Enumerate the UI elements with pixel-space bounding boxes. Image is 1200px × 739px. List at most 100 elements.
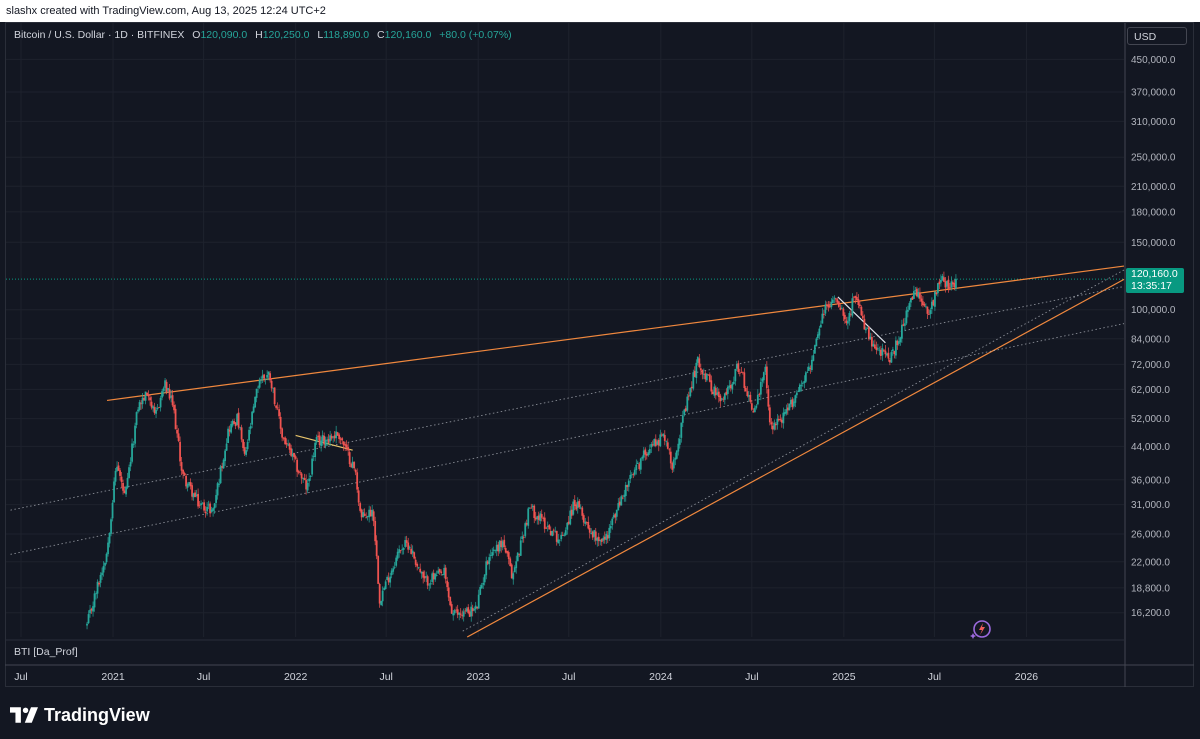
candle-body: [714, 387, 717, 396]
indicator-label[interactable]: BTI [Da_Prof]: [14, 646, 78, 658]
candle-body: [728, 385, 731, 388]
candle-body: [777, 418, 780, 421]
candle-body: [111, 502, 114, 519]
candle-body: [809, 368, 812, 369]
candle-body: [753, 407, 756, 413]
x-tick-label: 2021: [101, 671, 125, 683]
candle-body: [746, 391, 749, 397]
candle-body: [245, 450, 248, 455]
candle-body: [557, 539, 560, 544]
candle-body: [792, 401, 795, 407]
candle-body: [179, 441, 181, 462]
candle-body: [476, 606, 479, 609]
candle-body: [798, 384, 801, 392]
y-tick-label: 370,000.0: [1131, 87, 1176, 98]
candle-body: [279, 416, 282, 429]
candle-body: [641, 456, 644, 459]
candle-body: [308, 478, 311, 482]
candle-body: [90, 608, 93, 611]
currency-selector[interactable]: USD: [1127, 27, 1187, 45]
candle-body: [287, 444, 290, 446]
candle-body: [923, 303, 926, 306]
candle-body: [833, 297, 836, 299]
candle-body: [654, 439, 657, 447]
candle-body: [494, 550, 497, 552]
candle-body: [399, 550, 402, 552]
x-tick-label: 2023: [467, 671, 491, 683]
candle-body: [126, 477, 129, 488]
candle-body: [263, 374, 266, 379]
candle-body: [680, 422, 683, 438]
candle-body: [281, 428, 284, 438]
tradingview-brand[interactable]: TradingView: [10, 704, 150, 726]
candle-body: [576, 501, 579, 508]
candle-body: [932, 300, 935, 306]
trendline: [10, 323, 1125, 555]
candle-body: [812, 355, 815, 361]
candle-body: [581, 507, 584, 516]
candle-body: [633, 469, 636, 475]
candle-body: [332, 436, 335, 438]
candle-body: [653, 439, 656, 446]
candle-body: [485, 561, 488, 576]
candle-body: [207, 504, 210, 506]
candle-body: [952, 282, 954, 285]
candle-body: [825, 304, 828, 306]
candle-body: [200, 503, 202, 506]
candle-body: [773, 422, 776, 430]
candle-body: [806, 372, 809, 374]
candle-body: [288, 443, 291, 450]
candle-body: [362, 512, 365, 518]
candle-body: [290, 448, 293, 456]
candle-body: [897, 341, 900, 344]
candle-body: [321, 435, 324, 442]
candle-body: [114, 470, 117, 482]
candle-body: [696, 356, 699, 363]
y-tick-label: 84,000.0: [1131, 334, 1170, 345]
boost-icon[interactable]: [969, 617, 993, 641]
candle-body: [422, 571, 425, 578]
candle-body: [624, 484, 627, 497]
candle-body: [749, 394, 752, 402]
candle-body: [119, 470, 121, 476]
candle-body: [426, 576, 429, 586]
candle-body: [186, 484, 189, 488]
candle-body: [428, 584, 431, 586]
candle-body: [675, 450, 678, 459]
candle-body: [558, 539, 561, 541]
candle-body: [459, 613, 462, 615]
candle-body: [212, 508, 214, 511]
candle-body: [837, 301, 840, 307]
candle-body: [617, 503, 620, 511]
candle-body: [320, 440, 323, 447]
candle-body: [899, 337, 902, 343]
candle-body: [858, 304, 861, 307]
candle-body: [551, 530, 554, 537]
candle-body: [318, 435, 321, 446]
candle-body: [555, 530, 558, 542]
candle-body: [101, 572, 103, 576]
candle-body: [357, 490, 360, 503]
candle-body: [368, 509, 371, 518]
candle-body: [828, 306, 831, 308]
footer: [0, 687, 1200, 739]
candle-body: [93, 593, 96, 608]
candle-body: [834, 298, 837, 300]
candle-body: [857, 299, 860, 306]
candle-body: [731, 383, 734, 390]
candle-body: [384, 581, 387, 589]
candle-body: [230, 423, 233, 433]
candle-body: [738, 372, 741, 374]
high-label: H: [255, 29, 263, 41]
candle-body: [645, 453, 648, 456]
candle-body: [312, 456, 315, 458]
candle-body: [747, 395, 750, 397]
y-tick-label: 16,200.0: [1131, 608, 1170, 619]
candle-body: [501, 541, 504, 548]
candle-body: [870, 337, 873, 347]
candle-body: [770, 422, 773, 425]
candle-body: [264, 378, 267, 380]
symbol-legend[interactable]: Bitcoin / U.S. Dollar · 1D · BITFINEX O1…: [14, 29, 512, 41]
candle-body: [662, 433, 665, 437]
